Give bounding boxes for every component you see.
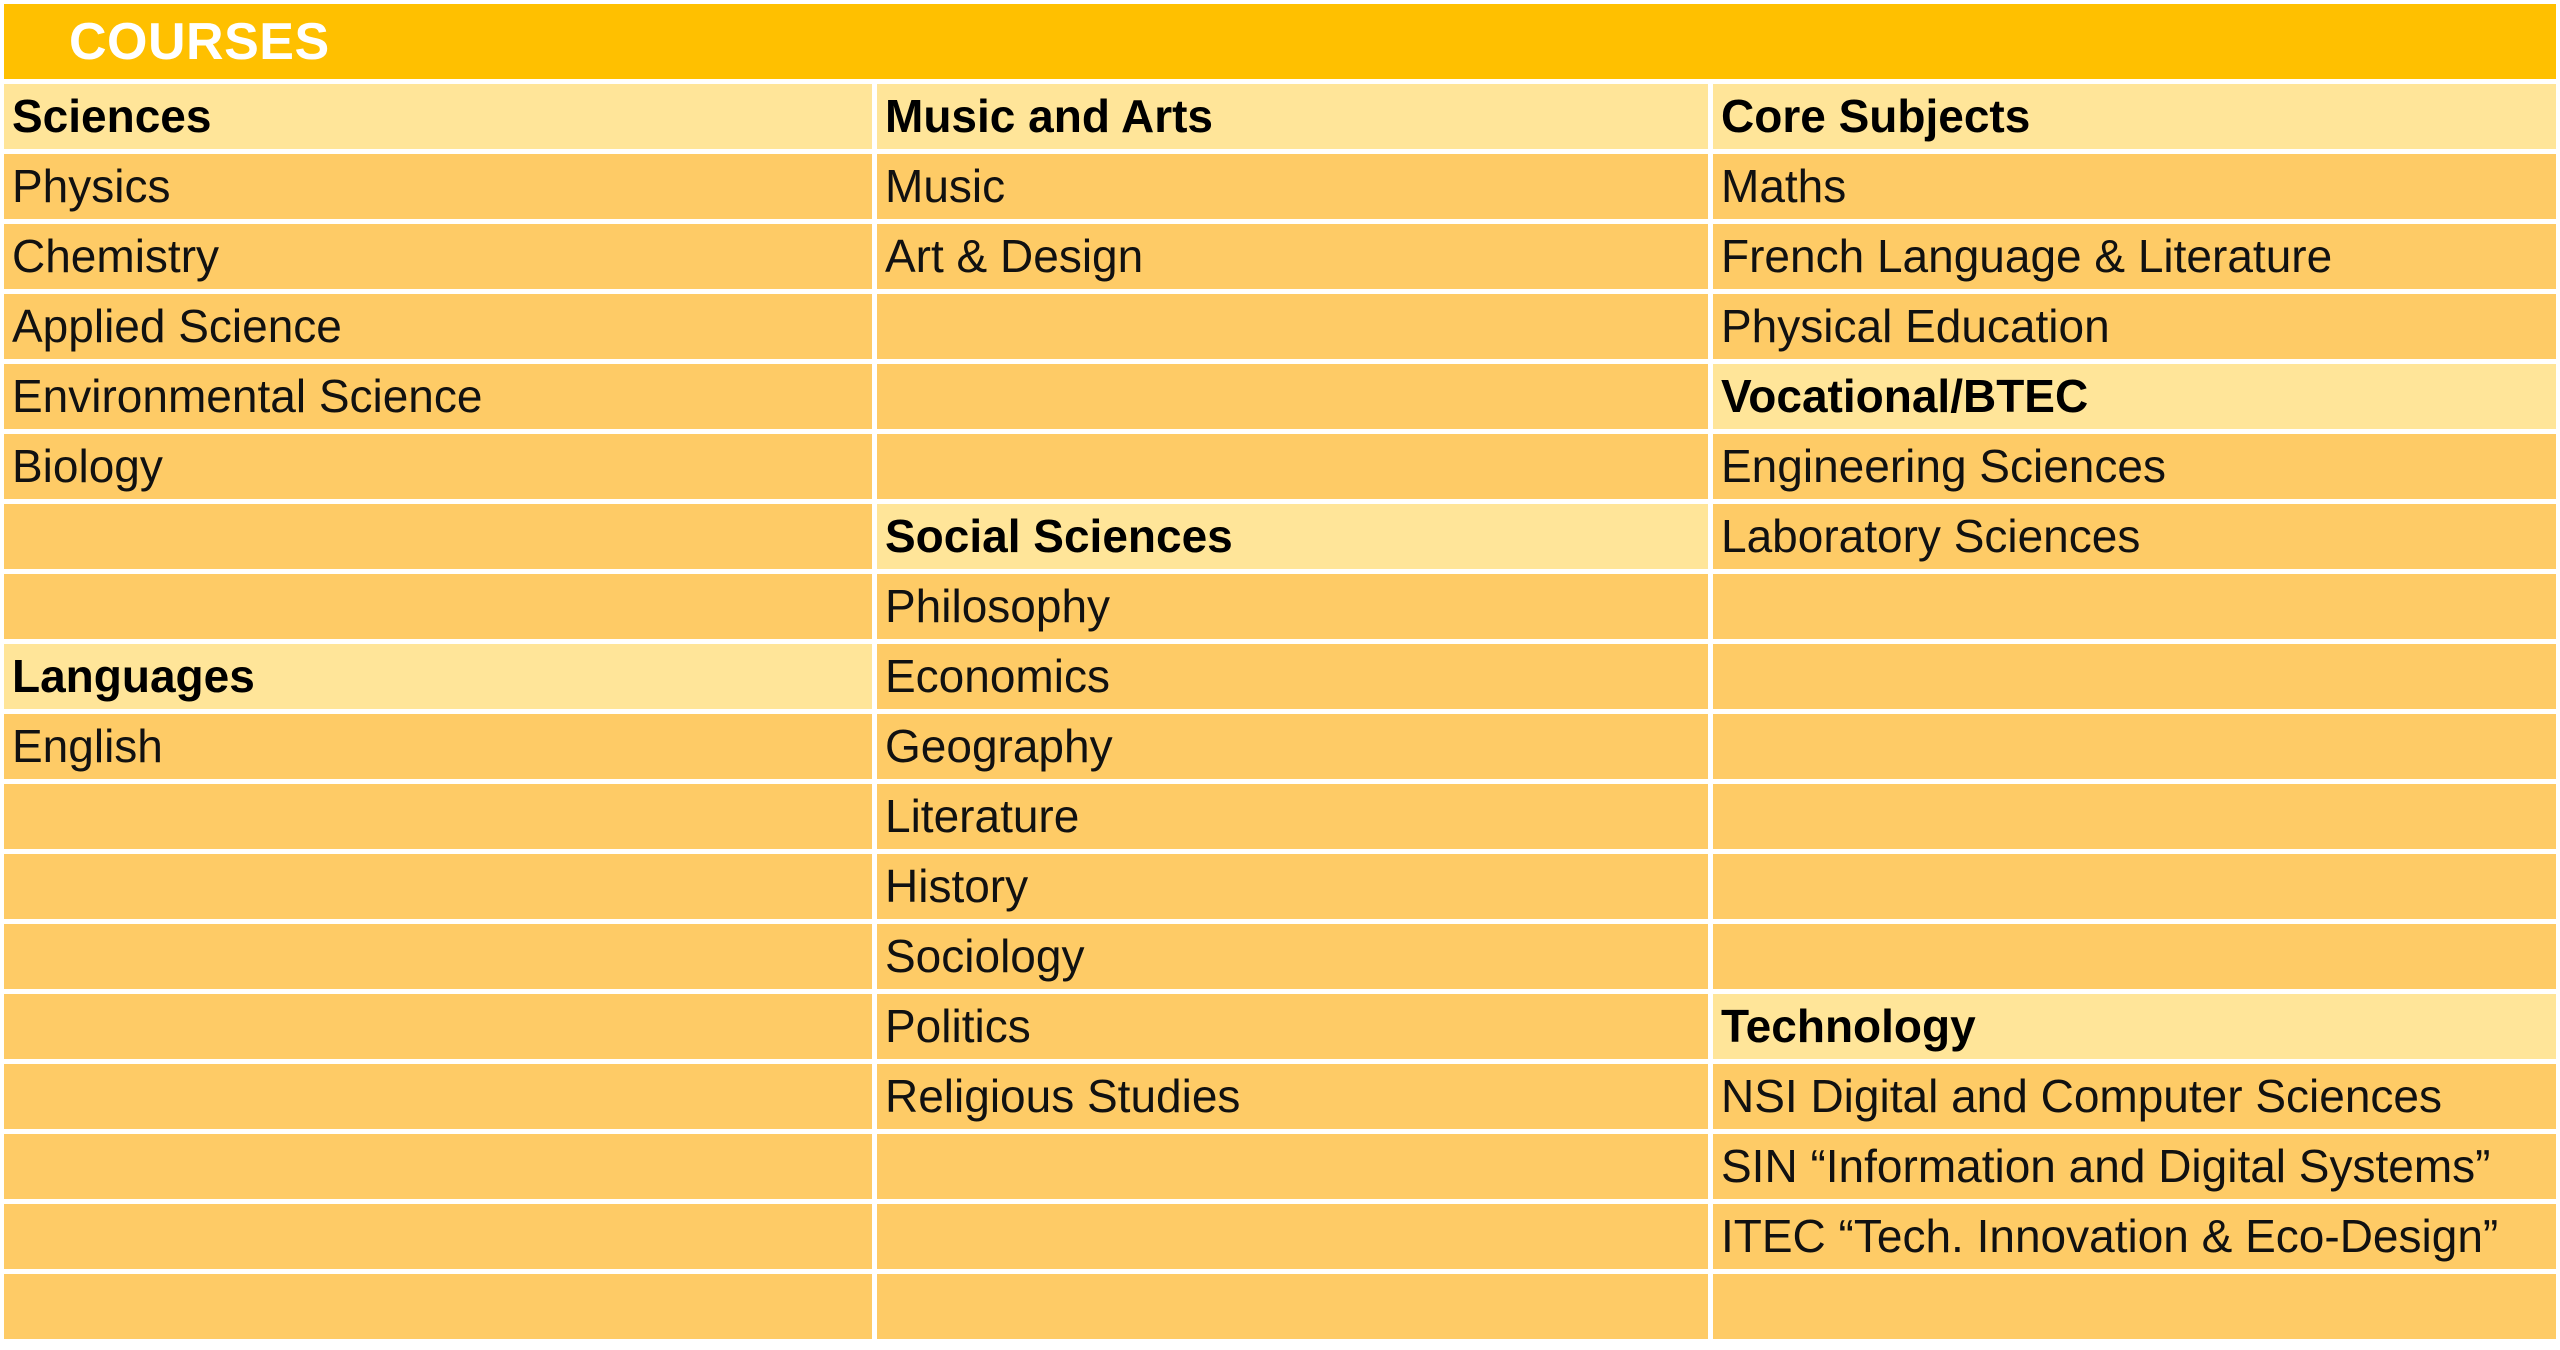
course-cell: Engineering Sciences: [1713, 434, 2556, 504]
course-cell: Economics: [877, 644, 1713, 714]
course-cell: Maths: [1713, 154, 2556, 224]
category-heading: Core Subjects: [1713, 84, 2556, 154]
empty-cell: [1713, 714, 2556, 784]
course-cell: Physics: [4, 154, 877, 224]
empty-cell: [4, 924, 877, 994]
empty-cell: [4, 574, 877, 644]
course-cell: Applied Science: [4, 294, 877, 364]
course-cell: SIN “Information and Digital Systems”: [1713, 1134, 2556, 1204]
empty-cell: [4, 784, 877, 854]
course-cell: Religious Studies: [877, 1064, 1713, 1134]
course-cell: Geography: [877, 714, 1713, 784]
empty-cell: [4, 854, 877, 924]
category-heading: Vocational/BTEC: [1713, 364, 2556, 434]
category-heading: Music and Arts: [877, 84, 1713, 154]
course-cell: Art & Design: [877, 224, 1713, 294]
course-cell: Chemistry: [4, 224, 877, 294]
course-cell: French Language & Literature: [1713, 224, 2556, 294]
empty-cell: [4, 1204, 877, 1274]
empty-cell: [877, 1274, 1713, 1344]
empty-cell: [877, 434, 1713, 504]
courses-grid: Sciences Music and Arts Core Subjects Physi…: [4, 84, 2556, 1344]
table-title: COURSES: [4, 4, 2556, 84]
empty-cell: [877, 1134, 1713, 1204]
category-heading: Social Sciences: [877, 504, 1713, 574]
empty-cell: [877, 364, 1713, 434]
category-heading: Sciences: [4, 84, 877, 154]
category-heading: Languages: [4, 644, 877, 714]
empty-cell: [4, 1274, 877, 1344]
empty-cell: [877, 1204, 1713, 1274]
empty-cell: [1713, 784, 2556, 854]
empty-cell: [4, 994, 877, 1064]
course-cell: Literature: [877, 784, 1713, 854]
course-cell: Sociology: [877, 924, 1713, 994]
course-cell: Biology: [4, 434, 877, 504]
empty-cell: [1713, 574, 2556, 644]
course-cell: Politics: [877, 994, 1713, 1064]
course-cell: Music: [877, 154, 1713, 224]
empty-cell: [4, 1064, 877, 1134]
course-cell: Laboratory Sciences: [1713, 504, 2556, 574]
course-cell: NSI Digital and Computer Sciences: [1713, 1064, 2556, 1134]
category-heading: Technology: [1713, 994, 2556, 1064]
course-cell: Environmental Science: [4, 364, 877, 434]
course-cell: ITEC “Tech. Innovation & Eco-Design”: [1713, 1204, 2556, 1274]
empty-cell: [1713, 644, 2556, 714]
empty-cell: [1713, 1274, 2556, 1344]
empty-cell: [4, 504, 877, 574]
empty-cell: [1713, 924, 2556, 994]
course-cell: English: [4, 714, 877, 784]
empty-cell: [1713, 854, 2556, 924]
courses-table: COURSES Sciences Music and Arts Core Subje…: [4, 4, 2556, 1344]
course-cell: History: [877, 854, 1713, 924]
course-cell: Philosophy: [877, 574, 1713, 644]
course-cell: Physical Education: [1713, 294, 2556, 364]
empty-cell: [877, 294, 1713, 364]
empty-cell: [4, 1134, 877, 1204]
